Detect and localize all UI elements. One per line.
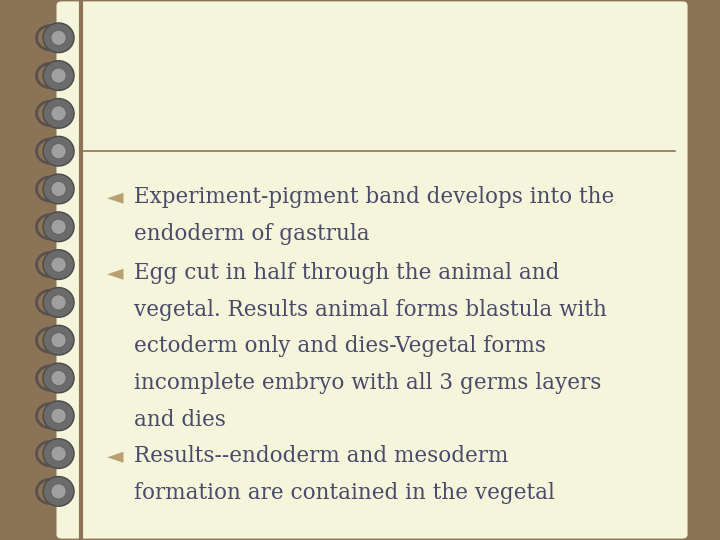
Text: ◄: ◄	[107, 262, 123, 284]
Text: ectoderm only and dies-Vegetal forms: ectoderm only and dies-Vegetal forms	[135, 335, 546, 357]
Ellipse shape	[43, 438, 74, 468]
Ellipse shape	[51, 408, 66, 423]
Ellipse shape	[51, 106, 66, 121]
Ellipse shape	[51, 257, 66, 272]
Text: formation are contained in the vegetal: formation are contained in the vegetal	[135, 482, 555, 504]
Ellipse shape	[43, 476, 74, 507]
Text: ◄: ◄	[107, 446, 123, 468]
Ellipse shape	[43, 23, 74, 52]
Ellipse shape	[43, 98, 74, 128]
Ellipse shape	[43, 363, 74, 393]
Ellipse shape	[51, 181, 66, 197]
Ellipse shape	[43, 60, 74, 91]
FancyBboxPatch shape	[55, 0, 689, 540]
Ellipse shape	[51, 30, 66, 45]
Ellipse shape	[43, 401, 74, 431]
Ellipse shape	[51, 295, 66, 310]
Ellipse shape	[43, 249, 74, 280]
Ellipse shape	[51, 144, 66, 159]
Ellipse shape	[51, 370, 66, 386]
Ellipse shape	[51, 333, 66, 348]
Text: incomplete embryo with all 3 germs layers: incomplete embryo with all 3 germs layer…	[135, 372, 602, 394]
Text: endoderm of gastrula: endoderm of gastrula	[135, 223, 370, 245]
Ellipse shape	[43, 136, 74, 166]
Text: Results--endoderm and mesoderm: Results--endoderm and mesoderm	[135, 446, 509, 468]
Ellipse shape	[51, 219, 66, 234]
Ellipse shape	[51, 484, 66, 499]
Ellipse shape	[43, 174, 74, 204]
Ellipse shape	[51, 446, 66, 461]
Text: Experiment-pigment band develops into the: Experiment-pigment band develops into th…	[135, 186, 615, 208]
Ellipse shape	[43, 212, 74, 242]
Text: ◄: ◄	[107, 186, 123, 208]
Ellipse shape	[43, 287, 74, 317]
Ellipse shape	[43, 325, 74, 355]
Text: vegetal. Results animal forms blastula with: vegetal. Results animal forms blastula w…	[135, 299, 607, 321]
Ellipse shape	[51, 68, 66, 83]
Text: and dies: and dies	[135, 409, 226, 431]
Text: Egg cut in half through the animal and: Egg cut in half through the animal and	[135, 262, 559, 284]
